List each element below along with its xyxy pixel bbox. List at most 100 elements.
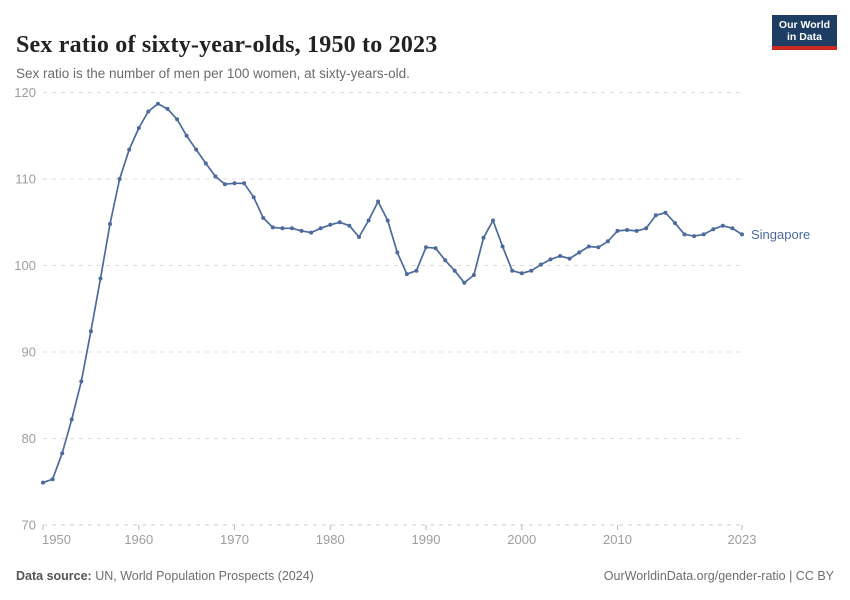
data-point[interactable] bbox=[98, 276, 103, 281]
data-point[interactable] bbox=[395, 250, 400, 255]
data-point[interactable] bbox=[41, 480, 45, 485]
data-point[interactable] bbox=[194, 147, 199, 152]
data-point[interactable] bbox=[60, 451, 65, 456]
data-point[interactable] bbox=[404, 272, 409, 277]
data-point[interactable] bbox=[155, 101, 160, 106]
x-tick-label: 2023 bbox=[728, 532, 757, 547]
data-point[interactable] bbox=[711, 227, 716, 232]
owid-logo-line2: in Data bbox=[786, 30, 822, 43]
data-point[interactable] bbox=[127, 147, 132, 152]
data-point[interactable] bbox=[376, 199, 381, 204]
x-axis-labels: 1950 1960 1970 1980 1990 2000 2010 2023 bbox=[42, 532, 756, 547]
data-point[interactable] bbox=[366, 218, 371, 223]
data-point[interactable] bbox=[644, 226, 649, 231]
x-tick-label: 2010 bbox=[603, 532, 632, 547]
data-point[interactable] bbox=[481, 235, 486, 240]
x-tick-label: 1970 bbox=[220, 532, 249, 547]
data-point[interactable] bbox=[720, 223, 725, 228]
x-tick-label: 1960 bbox=[124, 532, 153, 547]
data-point[interactable] bbox=[615, 228, 620, 233]
data-point[interactable] bbox=[433, 246, 438, 251]
data-point[interactable] bbox=[730, 226, 735, 231]
data-point[interactable] bbox=[175, 117, 180, 122]
data-point[interactable] bbox=[347, 223, 352, 228]
data-point[interactable] bbox=[663, 210, 668, 215]
data-point[interactable] bbox=[538, 262, 543, 267]
data-point[interactable] bbox=[222, 182, 227, 187]
data-point[interactable] bbox=[318, 226, 323, 231]
data-point[interactable] bbox=[462, 280, 467, 285]
data-point[interactable] bbox=[519, 271, 524, 276]
owid-logo-line1: Our World bbox=[778, 18, 831, 31]
x-tick-label: 1990 bbox=[412, 532, 441, 547]
license-text: OurWorldinData.org/gender-ratio | CC BY bbox=[603, 569, 834, 583]
data-point[interactable] bbox=[328, 222, 333, 227]
data-point[interactable] bbox=[424, 245, 428, 250]
series-line[interactable] bbox=[42, 102, 743, 484]
data-point[interactable] bbox=[385, 218, 390, 223]
data-point[interactable] bbox=[500, 244, 505, 249]
data-point[interactable] bbox=[261, 215, 266, 220]
data-point[interactable] bbox=[69, 417, 74, 422]
data-point[interactable] bbox=[337, 220, 342, 225]
series-singapore[interactable] bbox=[41, 101, 744, 485]
data-point[interactable] bbox=[146, 109, 151, 114]
data-point[interactable] bbox=[136, 126, 141, 130]
data-point[interactable] bbox=[184, 133, 189, 138]
data-point[interactable] bbox=[471, 273, 476, 277]
data-point[interactable] bbox=[529, 268, 534, 273]
data-point[interactable] bbox=[577, 250, 582, 255]
license-note: OurWorldinData.org/gender-ratio | CC BY bbox=[604, 569, 834, 583]
data-point[interactable] bbox=[682, 232, 687, 237]
data-point[interactable] bbox=[299, 228, 304, 233]
data-point[interactable] bbox=[673, 221, 677, 226]
data-point[interactable] bbox=[203, 161, 208, 166]
data-point[interactable] bbox=[232, 181, 237, 186]
data-point[interactable] bbox=[79, 379, 84, 384]
data-point[interactable] bbox=[270, 225, 275, 230]
data-source-note: Data source: UN, World Population Prospe… bbox=[16, 569, 314, 583]
data-point[interactable] bbox=[88, 329, 93, 334]
data-point[interactable] bbox=[586, 244, 591, 249]
data-point[interactable] bbox=[414, 268, 419, 273]
entity-label[interactable]: Singapore bbox=[751, 227, 810, 242]
data-point[interactable] bbox=[558, 254, 563, 258]
owid-logo[interactable]: Our World in Data bbox=[772, 15, 837, 50]
data-point[interactable] bbox=[117, 177, 122, 181]
y-tick-label: 80 bbox=[22, 431, 36, 446]
data-point[interactable] bbox=[443, 258, 448, 263]
x-tick-label: 1950 bbox=[42, 532, 71, 547]
data-point[interactable] bbox=[692, 234, 697, 239]
x-tick-label: 2000 bbox=[507, 532, 536, 547]
data-point[interactable] bbox=[213, 174, 218, 179]
data-point[interactable] bbox=[625, 228, 630, 232]
data-point[interactable] bbox=[740, 232, 744, 237]
data-point[interactable] bbox=[242, 181, 247, 186]
data-point[interactable] bbox=[596, 245, 601, 250]
data-source-label: Data source: bbox=[16, 569, 92, 583]
data-point[interactable] bbox=[251, 195, 256, 200]
data-point[interactable] bbox=[280, 226, 285, 231]
chart-footer: Data source: UN, World Population Prospe… bbox=[16, 569, 834, 583]
data-point[interactable] bbox=[50, 477, 55, 482]
data-point[interactable] bbox=[701, 232, 706, 237]
data-point[interactable] bbox=[452, 268, 457, 273]
data-point[interactable] bbox=[290, 226, 294, 231]
data-point[interactable] bbox=[108, 222, 112, 226]
x-axis bbox=[42, 525, 743, 530]
data-point[interactable] bbox=[567, 256, 572, 261]
data-point[interactable] bbox=[357, 235, 361, 239]
data-point[interactable] bbox=[510, 268, 515, 273]
y-tick-label: 70 bbox=[22, 518, 36, 533]
data-source-text: UN, World Population Prospects (2024) bbox=[91, 569, 314, 583]
data-point[interactable] bbox=[653, 213, 658, 218]
data-point[interactable] bbox=[605, 239, 610, 244]
y-tick-label: 110 bbox=[15, 172, 36, 187]
data-point[interactable] bbox=[309, 230, 314, 235]
data-point[interactable] bbox=[491, 218, 495, 223]
data-point[interactable] bbox=[634, 228, 639, 233]
data-point[interactable] bbox=[548, 257, 553, 262]
data-point[interactable] bbox=[165, 106, 170, 111]
